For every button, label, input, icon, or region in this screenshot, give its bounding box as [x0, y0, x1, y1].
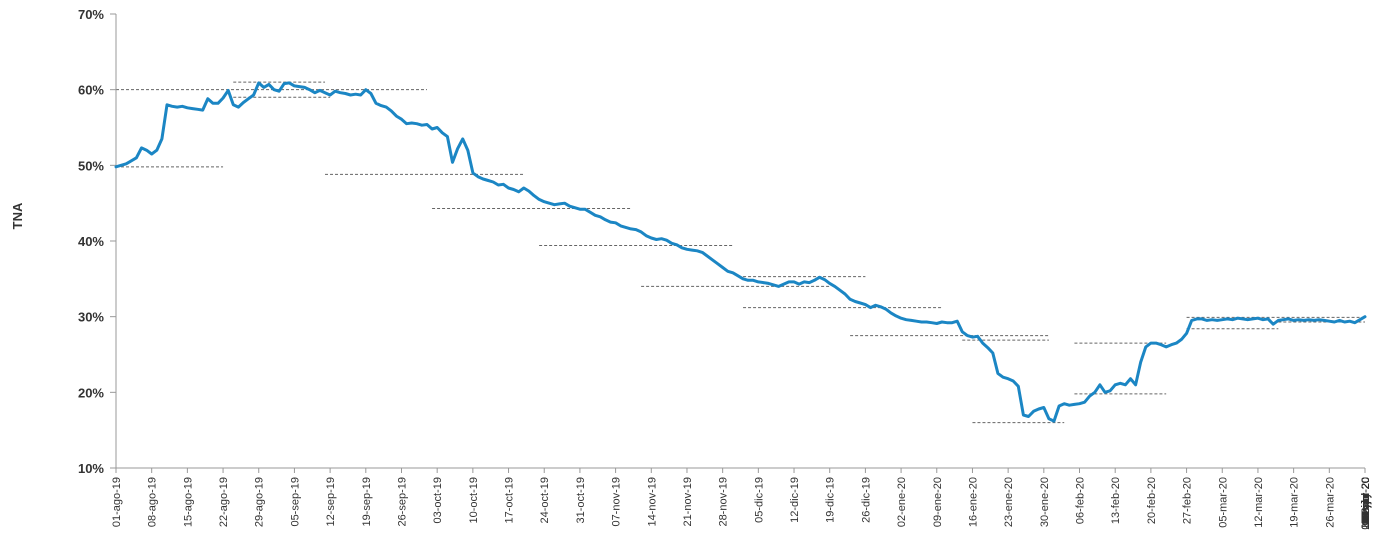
- x-tick-label: 09-ene-20: [932, 477, 944, 527]
- x-tick-label: 27-feb-20: [1182, 477, 1194, 524]
- series-group: [114, 81, 1367, 423]
- series-line: [114, 81, 1367, 423]
- x-tick-label: 13-feb-20: [1110, 477, 1122, 524]
- x-tick-label: 14-nov-19: [646, 477, 658, 527]
- x-tick-label: 30-abr-20: [1360, 477, 1372, 525]
- x-tick-label: 09-jul-20: [1360, 477, 1372, 520]
- x-tick-label: 04-jun-20: [1360, 477, 1372, 523]
- x-tick-label: 19-mar-20: [1289, 477, 1301, 528]
- y-tick-label: 50%: [78, 158, 104, 173]
- x-tick-label: 02-ene-20: [896, 477, 908, 527]
- x-tick-label: 16-jul-20: [1360, 477, 1372, 520]
- x-tick-label: 21-may-20: [1360, 477, 1372, 530]
- x-tick-label: 30-jul-20: [1360, 477, 1372, 520]
- x-tick-label: 12-sep-19: [325, 477, 337, 527]
- reference-lines: [116, 81, 1365, 424]
- x-tick-label: 10-oct-19: [468, 477, 480, 523]
- x-tick-label: 25-jun-20: [1360, 477, 1372, 523]
- x-tick-label: 24-oct-19: [539, 477, 551, 523]
- y-tick-label: 40%: [78, 234, 104, 249]
- x-tick-label: 26-sep-19: [396, 477, 408, 527]
- x-axis-ticks: 01-ago-19 08-ago-19 15-ago-19 22-ago-19 29-a…: [111, 468, 1372, 530]
- x-tick-label: 01-ago-19: [111, 477, 123, 527]
- y-tick-label: 60%: [78, 83, 104, 98]
- x-tick-label: 02-jul-20: [1360, 477, 1372, 520]
- x-tick-label: 26-mar-20: [1324, 477, 1336, 528]
- x-tick-label: 09-abr-20: [1360, 477, 1372, 525]
- x-tick-label: 28-may-20: [1360, 477, 1372, 530]
- x-tick-label: 06-feb-20: [1075, 477, 1087, 524]
- x-tick-label: 23-abr-20: [1360, 477, 1372, 525]
- x-tick-label: 03-oct-19: [432, 477, 444, 523]
- x-tick-label: 28-nov-19: [718, 477, 730, 527]
- x-tick-label: 12-mar-20: [1253, 477, 1265, 528]
- x-tick-label: 11-jun-20: [1360, 477, 1372, 523]
- x-tick-label: 23-jul-20: [1360, 477, 1372, 520]
- x-tick-label: 21-nov-19: [682, 477, 694, 527]
- x-tick-label: 16-ene-20: [967, 477, 979, 527]
- y-tick-label: 10%: [78, 461, 104, 476]
- x-tick-label: 14-may-20: [1360, 477, 1372, 530]
- y-tick-label: 20%: [78, 385, 104, 400]
- x-tick-label: 08-ago-19: [147, 477, 159, 527]
- x-tick-label: 17-oct-19: [504, 477, 516, 523]
- y-tick-label: 30%: [78, 310, 104, 325]
- y-tick-label: 70%: [78, 7, 104, 22]
- x-tick-label: 22-ago-19: [218, 477, 230, 527]
- x-tick-label: 19-dic-19: [825, 477, 837, 523]
- x-tick-label: 20-feb-20: [1146, 477, 1158, 524]
- x-tick-label: 15-ago-19: [182, 477, 194, 527]
- x-tick-label: 26-dic-19: [860, 477, 872, 523]
- x-tick-label: 02-abr-20: [1360, 477, 1372, 525]
- x-tick-label: 12-dic-19: [789, 477, 801, 523]
- x-tick-label: 31-oct-19: [575, 477, 587, 523]
- y-axis-ticks: 10% 20% 30% 40% 50% 60% 70%: [78, 7, 116, 476]
- x-tick-label: 30-ene-20: [1039, 477, 1051, 527]
- x-tick-label: 05-dic-19: [753, 477, 765, 523]
- x-tick-label: 05-sep-19: [289, 477, 301, 527]
- y-axis-title: TNA: [10, 202, 25, 229]
- x-tick-label: 05-mar-20: [1217, 477, 1229, 528]
- x-tick-label: 23-ene-20: [1003, 477, 1015, 527]
- x-tick-label: 29-ago-19: [254, 477, 266, 527]
- x-tick-label: 07-may-20: [1360, 477, 1372, 530]
- x-tick-label: 16-abr-20: [1360, 477, 1372, 525]
- x-tick-label: 07-nov-19: [611, 477, 623, 527]
- x-tick-label: 19-sep-19: [361, 477, 373, 527]
- x-tick-label: 18-jun-20: [1360, 477, 1372, 523]
